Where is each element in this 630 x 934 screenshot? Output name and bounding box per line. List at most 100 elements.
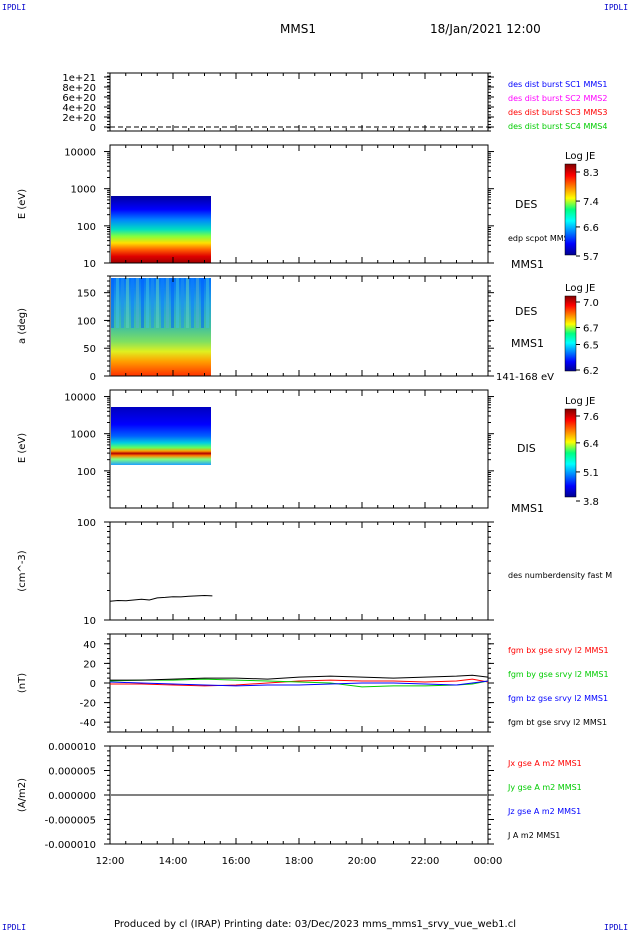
panel-6-legend-entry: fgm bt gse srvy l2 MMS1	[508, 718, 607, 727]
colorbar-2-tick-label: 6.2	[583, 366, 599, 377]
panel-6-legend-entry: fgm bz gse srvy l2 MMS1	[508, 694, 608, 703]
panel-magnetic-field: -40 -20 0 20 40 (nT) fgm bx gse srvy l2 MMS1…	[17, 633, 609, 733]
panel-des-energy: 10 100 1000 10000 E (eV) DES edp scpot MMS1…	[17, 144, 599, 271]
panel-7-tick-label: -0.000010	[45, 840, 96, 851]
panel-1-tick-label: 1e+21	[62, 73, 96, 84]
time-tick-label: 00:00	[474, 856, 503, 867]
pitch-stripe	[186, 278, 189, 328]
panel-5-tick-label: 100	[77, 518, 96, 529]
panel-1-tick-label: 2e+20	[62, 113, 96, 124]
panel-6-tick-label: 20	[83, 659, 96, 670]
dis-energy-spectrogram	[111, 407, 211, 465]
panel-3-tick-label: 100	[77, 316, 96, 327]
panel-1-tick-label: 0	[90, 123, 96, 134]
des-energy-spectrogram	[111, 196, 211, 263]
pitch-stripe	[196, 278, 199, 328]
panel-7-legend-entry: Jy gse A m2 MMS1	[507, 783, 582, 792]
pitch-stripe	[126, 278, 129, 328]
corner-label-tr: IPDLI	[604, 3, 629, 12]
panel-7-tick-label: 0.000010	[48, 742, 96, 753]
colorbar-1-tick-label: 8.3	[583, 168, 599, 179]
panel-6-legend-entry: fgm by gse srvy l2 MMS1	[508, 670, 609, 679]
time-tick-label: 14:00	[159, 856, 188, 867]
colorbar-1-tick-label: 6.6	[583, 223, 599, 234]
panel-3-tick-label: 150	[77, 289, 96, 300]
panel-6-frame	[109, 633, 489, 733]
panel-5-frame	[109, 521, 489, 621]
panel-7-tick-label: -0.000005	[45, 816, 96, 827]
footer-credit: Produced by cl (IRAP) Printing date: 03/…	[114, 919, 516, 930]
corner-label-tl: IPDLI	[2, 3, 27, 12]
time-tick-label: 16:00	[222, 856, 251, 867]
panel-7-tick-label: 0.000000	[48, 791, 96, 802]
panel-6-tick-label: 0	[90, 679, 96, 690]
panel-2-ylabel: E (eV)	[17, 189, 28, 219]
colorbar-3	[564, 408, 577, 498]
panel-3-right-label-mms: MMS1	[511, 337, 544, 350]
panel-7-tick-label: 0.000005	[48, 767, 96, 778]
panel-7-legend-entry: J A m2 MMS1	[507, 831, 560, 840]
panel-2-right-label-mms: MMS1	[511, 258, 544, 271]
panel-3-ylabel: a (deg)	[17, 308, 28, 344]
colorbar-3-tick-label: 5.1	[583, 468, 599, 479]
panel-6-tick-label: 40	[83, 640, 96, 651]
panel-1-tick-label: 4e+20	[62, 103, 96, 114]
panel-3-right-label-des: DES	[515, 305, 537, 318]
pitch-stripe	[146, 278, 149, 328]
colorbar-2	[564, 295, 577, 372]
time-tick-label: 12:00	[96, 856, 125, 867]
panel-3-right-label-energy: 141-168 eV	[496, 372, 554, 383]
colorbar-3-tick-label: 7.6	[583, 412, 599, 423]
colorbar-2-tick-label: 7.0	[583, 298, 599, 309]
colorbar-2-tick-label: 6.7	[583, 324, 599, 335]
panel-1-tick-label: 6e+20	[62, 93, 96, 104]
panel-5-tick-label: 10	[83, 616, 96, 627]
panel-3-tick-label: 0	[90, 372, 96, 383]
pitch-stripe	[181, 278, 184, 328]
pitch-stripe	[171, 278, 174, 328]
pitch-stripe	[151, 278, 154, 328]
panel-7-ylabel: (A/m2)	[17, 778, 28, 812]
colorbar-3-tick-label: 6.4	[583, 439, 599, 450]
pitch-stripe	[121, 278, 124, 328]
panel-2-tick-label: 10000	[64, 148, 96, 159]
pitch-stripe	[166, 278, 169, 328]
panel-1-tick-label: 8e+20	[62, 83, 96, 94]
panel-7-legend-entry: Jz gse A m2 MMS1	[507, 807, 581, 816]
panel-1-legend-entry: des dist burst SC2 MMS2	[508, 94, 607, 103]
panel-4-right-label-mms: MMS1	[511, 502, 544, 515]
panel-4-ylabel: E (eV)	[17, 433, 28, 463]
panel-2-tick-label: 100	[77, 222, 96, 233]
panel-1-legend-entry: des dist burst SC3 MMS3	[508, 108, 607, 117]
panel-6-tick-label: -40	[80, 718, 96, 729]
panel-4-tick-label: 1000	[71, 430, 96, 441]
datetime-title: 18/Jan/2021 12:00	[430, 22, 541, 36]
colorbar-3-tick-label: 3.8	[583, 497, 599, 508]
time-tick-label: 18:00	[285, 856, 314, 867]
time-tick-label: 22:00	[411, 856, 440, 867]
field-series-line	[109, 680, 489, 687]
panel-3-tick-label: 50	[83, 344, 96, 355]
density-series-line	[109, 594, 213, 602]
spacecraft-title: MMS1	[280, 22, 316, 36]
pitch-stripe	[136, 278, 139, 328]
colorbar-1	[564, 163, 577, 256]
field-series-line	[110, 678, 489, 687]
pitch-stripe	[111, 278, 114, 328]
time-axis: 12:00 14:00 16:00 18:00 20:00 22:00 00:00	[96, 73, 503, 867]
pitch-stripe	[206, 278, 209, 328]
panel-4-tick-label: 100	[77, 467, 96, 478]
pitch-stripe	[156, 278, 159, 328]
corner-label-bl: IPDLI	[2, 923, 27, 932]
panel-2-right-label-des: DES	[515, 198, 537, 211]
panel-density: 10 100 (cm^-3) des numberdensity fast M	[17, 518, 612, 627]
panel-6-tick-label: -20	[80, 699, 96, 710]
field-series-line	[109, 678, 489, 688]
pitch-stripe	[131, 278, 134, 328]
panel-des-pitch: 0 50 100 150 a (deg) DES MMS1 141-168 eV Lo…	[17, 275, 599, 383]
colorbar-2-tick-label: 6.5	[583, 341, 599, 352]
colorbar-2-label: Log JE	[565, 283, 595, 294]
panel-1-frame	[109, 72, 489, 132]
panel-2-tick-label: 1000	[71, 185, 96, 196]
